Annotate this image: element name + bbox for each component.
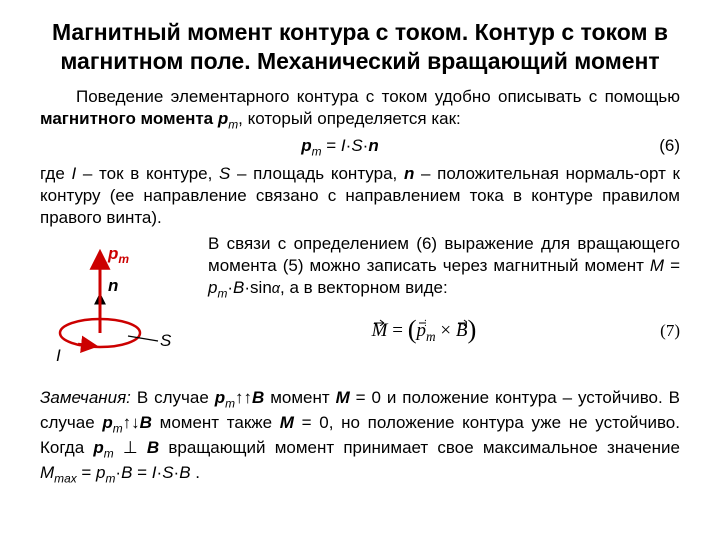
sym-m: m — [217, 287, 227, 301]
svg-text:I: I — [56, 346, 61, 365]
sym-S: S — [351, 136, 362, 155]
equation-7-number: (7) — [640, 321, 680, 341]
sym-m: m — [312, 145, 322, 159]
equation-6-number: (6) — [640, 136, 680, 156]
perp-icon: ⊥ — [114, 438, 147, 457]
diagram-i-label: I — [56, 346, 61, 365]
par-arrows-icon: ↑↑ — [235, 388, 252, 407]
cross: × — [436, 320, 456, 341]
sym-M-vec: M — [372, 320, 388, 341]
sym-p-vec: p — [417, 320, 427, 341]
sym-Mmax: M — [40, 463, 54, 482]
text: В связи с определением (6) выражение для… — [208, 234, 680, 275]
pm-symbol: p — [218, 109, 228, 128]
text: – ток в контуре, — [76, 164, 219, 183]
text: = — [132, 463, 151, 482]
text: , а в векторном виде: — [280, 278, 448, 297]
definition-paragraph: где I – ток в контуре, S – площадь конту… — [40, 163, 680, 229]
text: Поведение элементарного контура с током … — [76, 87, 680, 106]
sym-m: m — [105, 471, 115, 485]
sym-B: B — [140, 413, 152, 432]
sym-M: M — [336, 388, 350, 407]
svg-text:n: n — [108, 276, 118, 295]
diagram-pm-label: p — [107, 244, 118, 263]
sym-alpha: α — [272, 281, 280, 297]
text: . — [191, 463, 200, 482]
sym-B: B — [121, 463, 132, 482]
sym-B-vec: B — [456, 320, 468, 341]
sym-B: B — [252, 388, 264, 407]
text: вращающий момент принимает свое максимал… — [159, 438, 680, 457]
text: = — [664, 256, 680, 275]
equation-7: M = ( p m × B ) (7) — [208, 314, 680, 345]
paren-open: ( — [408, 314, 417, 344]
text: ·sin — [244, 278, 271, 297]
sym-p: p — [215, 388, 225, 407]
svg-text:S: S — [160, 331, 172, 350]
sym-B: B — [233, 278, 244, 297]
text: В случае — [131, 388, 215, 407]
svg-text:pm: pm — [107, 244, 129, 266]
sym-B: B — [147, 438, 159, 457]
text: = — [77, 463, 96, 482]
sym-max: max — [54, 471, 76, 485]
diagram-s-label: S — [160, 331, 172, 350]
intro-paragraph: Поведение элементарного контура с током … — [40, 86, 680, 133]
sym-p: p — [102, 413, 112, 432]
sym-m: m — [113, 421, 123, 435]
antipar-arrows-icon: ↑↓ — [123, 413, 140, 432]
loop-diagram: pm n S I — [40, 233, 190, 383]
sym-M: M — [280, 413, 294, 432]
eq-sign: = — [387, 320, 407, 341]
sym-m: m — [426, 329, 436, 344]
equation-6: pm = I·S·n (6) — [40, 136, 680, 158]
text: где — [40, 164, 72, 183]
sym-S: S — [219, 164, 230, 183]
diagram-row: pm n S I В связи с определением (6) выра… — [40, 233, 680, 383]
sym-M: M — [650, 256, 664, 275]
sym-m: m — [225, 397, 235, 411]
remarks-paragraph: Замечания: В случае pm↑↑B момент M = 0 и… — [40, 387, 680, 486]
sym-p: p — [301, 136, 311, 155]
pm-subscript: m — [228, 117, 238, 131]
paren-close: ) — [467, 314, 476, 344]
page-title: Магнитный момент контура с током. Контур… — [40, 18, 680, 76]
text: момент также — [152, 413, 280, 432]
sym-p: p — [93, 438, 103, 457]
equation-7-body: M = ( p m × B ) — [208, 314, 640, 345]
text: – площадь контура, — [230, 164, 404, 183]
sym-S: S — [162, 463, 173, 482]
text: , который определяется как: — [238, 109, 461, 128]
sym-n: n — [368, 136, 378, 155]
equation-6-body: pm = I·S·n — [40, 136, 640, 158]
text: магнитного момента — [40, 109, 218, 128]
diagram-pm-sub: m — [118, 252, 129, 266]
eq-sign: = — [322, 136, 341, 155]
remarks-lead: Замечания: — [40, 388, 131, 407]
sym-B: B — [179, 463, 190, 482]
diagram-n-label: n — [108, 276, 118, 295]
text: момент — [264, 388, 335, 407]
sym-m: m — [104, 446, 114, 460]
vector-paragraph: В связи с определением (6) выражение для… — [208, 233, 680, 302]
sym-n: n — [404, 164, 414, 183]
